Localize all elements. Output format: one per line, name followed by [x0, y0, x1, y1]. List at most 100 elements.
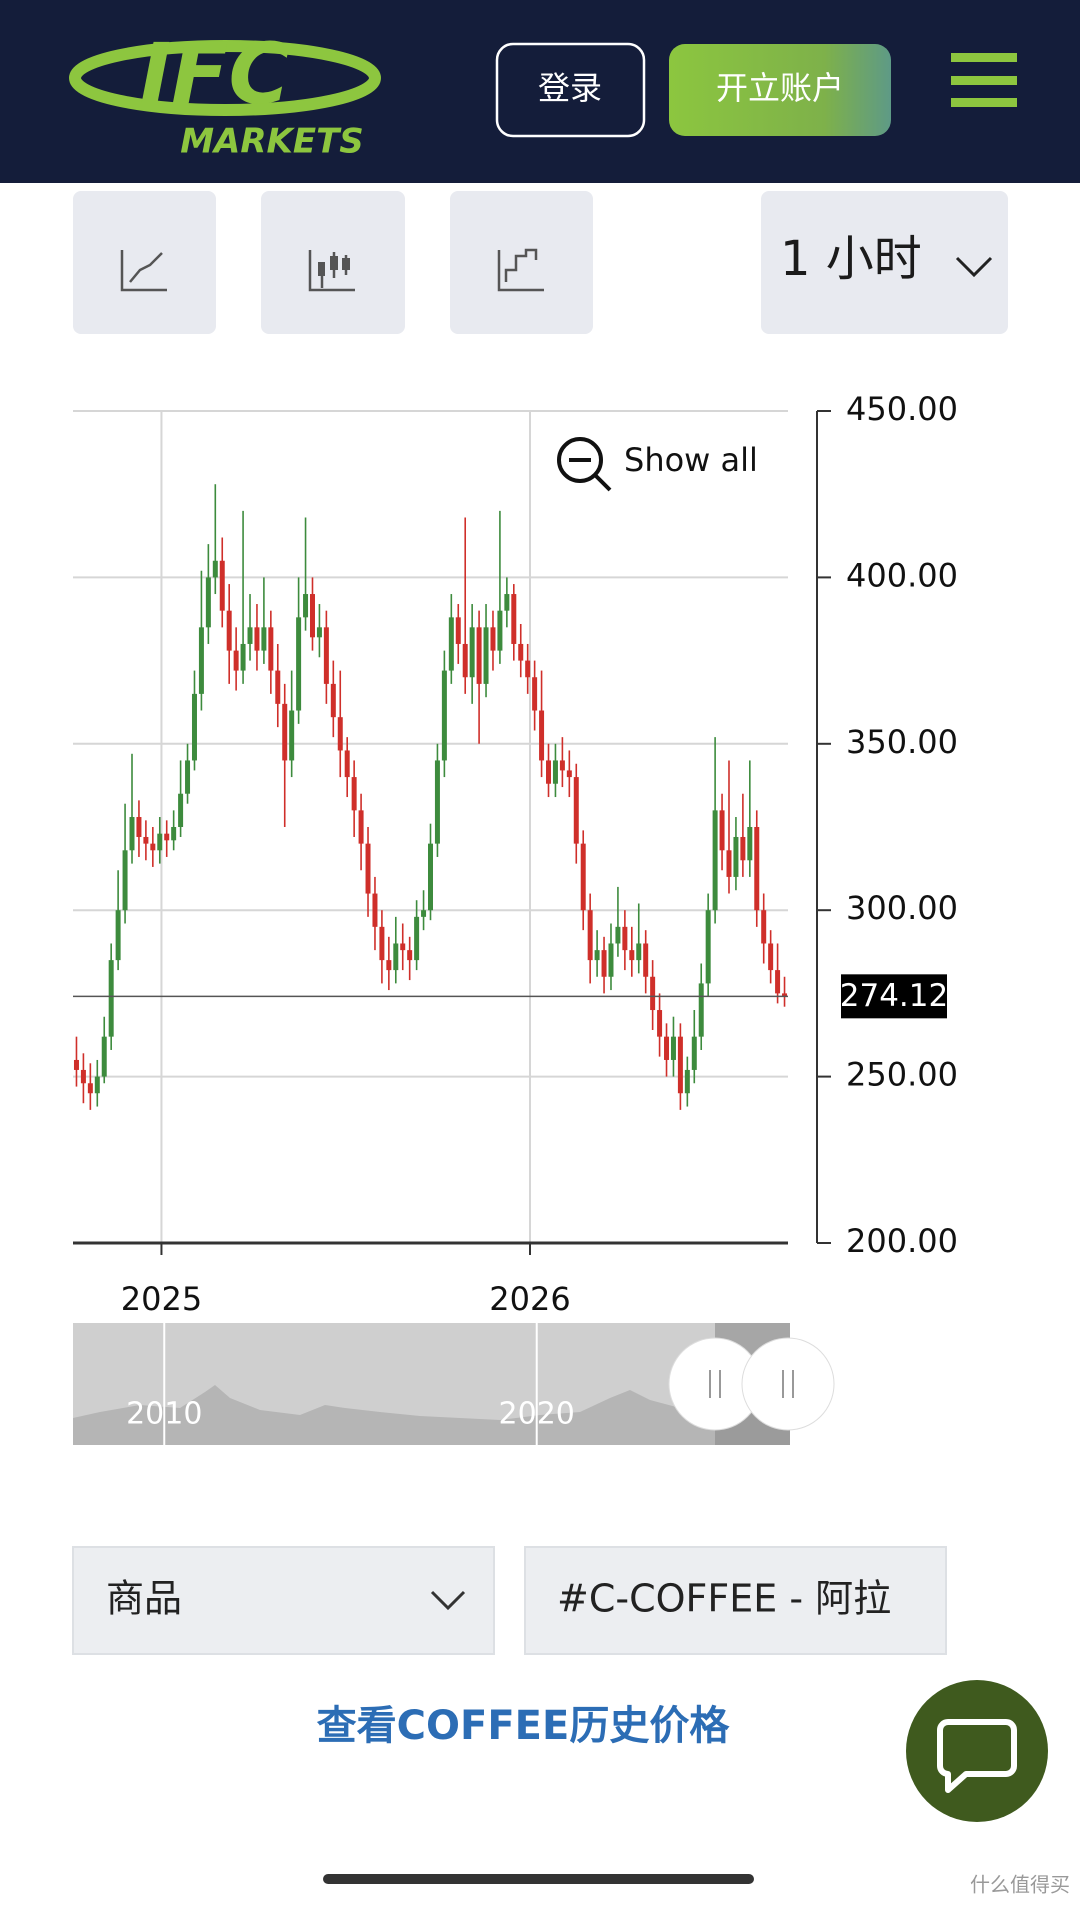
- candle-body: [483, 627, 489, 684]
- handle-grip: [709, 1370, 721, 1398]
- dropdown-chevron: [955, 256, 993, 278]
- instrument-label: #C-COFFEE - 阿拉: [557, 1577, 891, 1621]
- candle-body: [629, 950, 635, 961]
- candle-body: [351, 777, 357, 811]
- candle-body: [587, 910, 593, 961]
- candle-body: [323, 627, 329, 684]
- candle-body: [337, 717, 343, 751]
- navigator-area: [73, 1385, 790, 1445]
- candle-body: [261, 627, 267, 651]
- candle-body: [740, 836, 746, 861]
- instrument-select[interactable]: [524, 1546, 947, 1655]
- candle-body: [268, 627, 274, 671]
- candle-body: [691, 1036, 697, 1070]
- candle-body: [657, 1010, 663, 1037]
- candle-body: [712, 810, 718, 911]
- y-tick-label: 200.00: [846, 1222, 958, 1260]
- candle-body: [726, 850, 732, 877]
- candle-body: [372, 893, 378, 927]
- candle-body: [87, 1083, 93, 1094]
- navigator-axis: 2010 2020: [126, 1323, 575, 1445]
- candle-body: [80, 1069, 86, 1084]
- candle-body: [428, 843, 433, 911]
- candle-body: [191, 693, 197, 761]
- candle-body: [205, 577, 211, 628]
- candle-body: [768, 943, 774, 971]
- navigator-handle[interactable]: [741, 1337, 835, 1431]
- candle-body: [358, 810, 364, 844]
- candle-body: [497, 610, 503, 651]
- interval-label: 1 小时: [780, 231, 922, 287]
- candle-body: [115, 910, 121, 961]
- candle-body: [344, 750, 350, 778]
- line-chart-button[interactable]: [73, 191, 216, 334]
- candle-body: [698, 983, 704, 1037]
- navigator-tick-label: 2020: [499, 1397, 575, 1432]
- candle-body: [150, 843, 156, 851]
- candle-body: [421, 910, 427, 917]
- candle-body: [490, 627, 496, 651]
- candle-body: [108, 960, 114, 1037]
- logo-text: IFC: [140, 25, 290, 123]
- handle-grip: [782, 1370, 794, 1398]
- candle-body: [379, 926, 385, 961]
- candle-body: [434, 760, 440, 844]
- candle-body: [393, 943, 399, 971]
- candle-body: [518, 643, 524, 661]
- candle-body: [608, 943, 614, 977]
- candle-body: [94, 1076, 100, 1094]
- candle-body: [733, 836, 739, 877]
- menu-bar: [951, 76, 1017, 85]
- candle-body: [664, 1036, 670, 1060]
- menu-bar: [951, 53, 1017, 62]
- candle-body: [677, 1036, 683, 1094]
- y-tick-label: 250.00: [846, 1056, 958, 1094]
- candle-icon-body: [342, 258, 350, 270]
- candle-body: [407, 950, 413, 961]
- y-tick-label: 300.00: [846, 889, 958, 927]
- candle-body: [615, 926, 621, 944]
- candle-body: [684, 1069, 690, 1094]
- menu-bar: [951, 98, 1017, 107]
- candle-icon-body: [330, 256, 338, 270]
- candle-body: [330, 683, 336, 718]
- menu-button[interactable]: [951, 53, 1017, 107]
- y-tick-label: 350.00: [846, 723, 958, 761]
- open-account-button[interactable]: [669, 44, 891, 136]
- line-chart-icon: [120, 250, 167, 292]
- candle-body: [289, 710, 295, 761]
- step-chart-button[interactable]: [450, 191, 593, 334]
- chart: 200.00 250.00 300.00 350.00 400.00 450.00 2025…: [73, 390, 958, 1318]
- watermark: 什么值得买: [970, 1873, 1070, 1897]
- candle-body: [539, 710, 545, 761]
- category-label: 商品: [106, 1577, 182, 1621]
- candle-body: [164, 833, 170, 841]
- candle-body: [566, 770, 572, 778]
- candle-body: [316, 627, 322, 638]
- candle-body: [414, 916, 420, 961]
- candle-body: [511, 594, 517, 644]
- history-link[interactable]: 查看COFFEE历史价格: [317, 1703, 731, 1749]
- interval-dropdown[interactable]: [761, 191, 1008, 334]
- select-chevron: [430, 1590, 466, 1611]
- category-select[interactable]: [72, 1546, 495, 1655]
- candle-body: [601, 950, 607, 977]
- login-label: 登录: [538, 69, 602, 107]
- chat-button[interactable]: [906, 1680, 1048, 1822]
- logo[interactable]: IFC MARKETS: [69, 25, 381, 162]
- candle-body: [226, 610, 232, 651]
- candle-body: [650, 976, 656, 1011]
- show-all-button[interactable]: Show all: [557, 437, 758, 492]
- y-tick-label: 400.00: [846, 556, 958, 594]
- candle-body: [747, 827, 753, 861]
- candle-body: [622, 926, 628, 951]
- candle-body: [212, 560, 218, 578]
- candle-body: [233, 650, 239, 671]
- candle-body: [636, 943, 642, 961]
- show-all-label: Show all: [624, 441, 758, 479]
- logo-ring: [69, 40, 381, 116]
- login-button[interactable]: [495, 42, 646, 138]
- chat-icon: [937, 1719, 1017, 1793]
- candle-body: [219, 560, 225, 611]
